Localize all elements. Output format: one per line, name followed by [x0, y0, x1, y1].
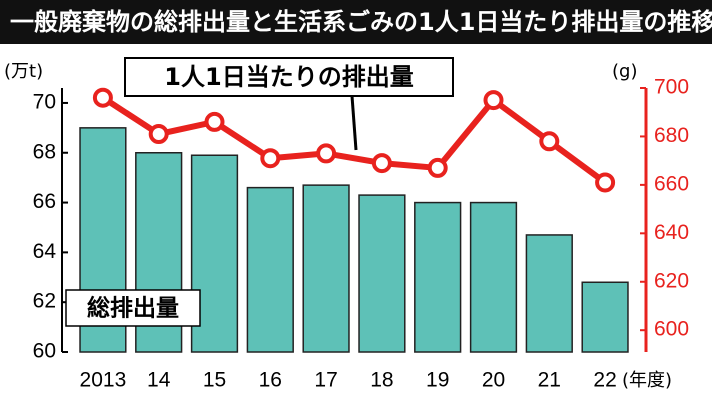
- bar: [358, 194, 406, 353]
- bar-label-box: [65, 289, 201, 327]
- line-point: [260, 148, 281, 169]
- y2-tick-label: 640: [654, 221, 689, 244]
- y-axis-unit: (万t): [4, 61, 43, 82]
- bar: [469, 201, 518, 353]
- line-point: [539, 131, 560, 152]
- chart-title: 一般廃棄物の総排出量と生活系ごみの1人1日当たり排出量の推移: [10, 8, 712, 36]
- line-point: [204, 111, 225, 132]
- line-point: [371, 153, 392, 174]
- y2-axis-unit: (g): [612, 61, 637, 82]
- y2-tick-label: 660: [654, 172, 689, 195]
- line: [101, 95, 607, 185]
- line-series-label: 1人1日当たりの排出量: [164, 63, 413, 91]
- line-point: [483, 90, 504, 111]
- bar-series-label: 総排出量: [87, 295, 179, 322]
- x-tick-label: 22: [593, 369, 616, 392]
- y2-tick-label: 620: [654, 269, 689, 292]
- bar: [302, 184, 350, 353]
- y-tick-label: 68: [33, 140, 56, 163]
- x-axis-unit: (年度): [622, 370, 672, 391]
- y-tick-label: 66: [33, 190, 56, 213]
- x-tick-label: 19: [426, 369, 449, 392]
- annotation-pointer: [350, 95, 358, 151]
- line-point: [427, 157, 448, 178]
- y-tick-label: 70: [33, 90, 56, 113]
- x-tick-label: 20: [482, 369, 505, 392]
- y-tick-label: 64: [33, 240, 57, 263]
- x-tick-label: 16: [259, 369, 282, 392]
- y-tick-label: 60: [33, 340, 56, 363]
- bar: [414, 201, 462, 353]
- x-tick-label: 17: [314, 369, 337, 392]
- title-bar: [0, 0, 712, 44]
- bar: [581, 281, 629, 353]
- x-tick-label: 21: [538, 369, 561, 392]
- x-tick-label: 15: [203, 369, 226, 392]
- x-tick-label: 2013: [80, 369, 127, 392]
- line-label-box: [124, 57, 454, 97]
- line-point: [595, 172, 616, 193]
- plot: 60 62 64 66 68 70 600 620 640 660 680 700 2013 14 15 16…: [33, 76, 689, 392]
- x-tick-label: 18: [370, 369, 393, 392]
- line-point: [316, 143, 337, 164]
- line-point: [148, 124, 169, 145]
- y2-tick-label: 700: [654, 76, 689, 99]
- bar: [525, 234, 573, 353]
- x-tick-label: 14: [147, 369, 171, 392]
- y-tick-label: 62: [33, 290, 56, 313]
- bar: [246, 186, 294, 353]
- y2-tick-label: 600: [654, 318, 689, 341]
- y2-tick-label: 680: [654, 124, 689, 147]
- line-point: [92, 87, 113, 108]
